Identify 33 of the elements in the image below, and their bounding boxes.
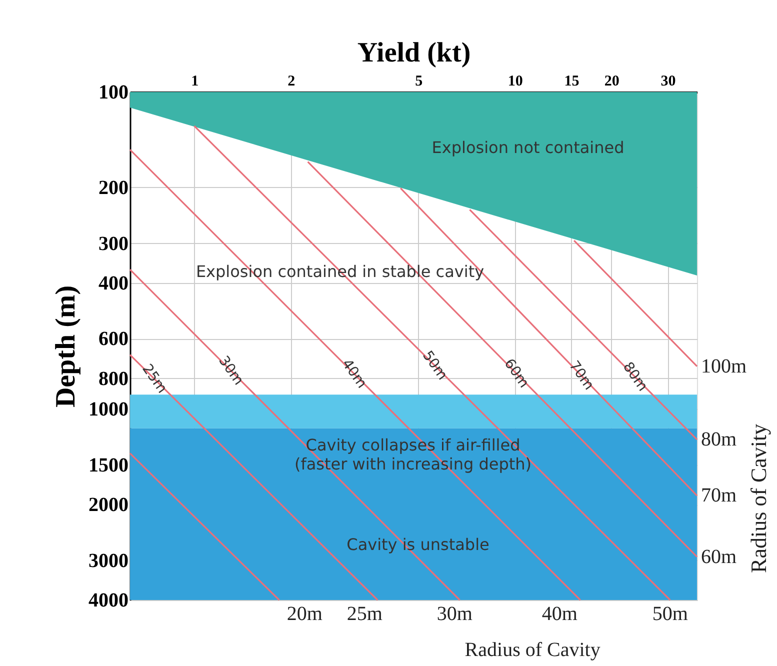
x-tick-label: 1 [191,74,199,90]
annotation: 40m [542,603,578,625]
x-tick-label: 10 [508,74,523,90]
y-tick-label: 100 [98,82,128,104]
text: Radius of Cavity [464,639,600,661]
annotation: 20m [286,603,323,625]
y-tick-label: 3000 [88,550,128,572]
annotation: 100m [701,355,747,378]
annotation: 30m [436,603,473,625]
y-tick-label: 1500 [88,454,128,476]
annotation: 50m [652,603,688,625]
x-tick-label: 15 [564,74,580,90]
x-tick-label: 2 [288,74,296,90]
y-tick-label: 400 [98,272,128,294]
annotation: 60m [701,546,737,568]
annotation: 25m [346,603,383,625]
annotation: 70m [701,484,737,507]
y-tick-label: 1000 [88,398,128,421]
y2-axis-title: Radius of Cavity [746,424,771,573]
x-tick-label: 20 [604,74,620,90]
y-tick-label: 2000 [88,494,128,516]
x-tick-label: 5 [415,74,423,90]
annotation: Cavity is unstable [346,535,490,554]
y-tick-label: 600 [98,328,128,350]
annotation: Explosion not contained [432,138,624,157]
x-axis-title: Yield (kt) [357,38,471,68]
y-tick-label: 300 [98,232,128,255]
y-tick-label: 200 [98,176,128,199]
y-tick-label: 4000 [88,590,128,612]
y-axis-title: Depth (m) [50,285,82,408]
annotation: 80m [701,428,737,451]
x-tick-label: 30 [660,74,676,90]
y-tick-label: 800 [98,368,128,390]
